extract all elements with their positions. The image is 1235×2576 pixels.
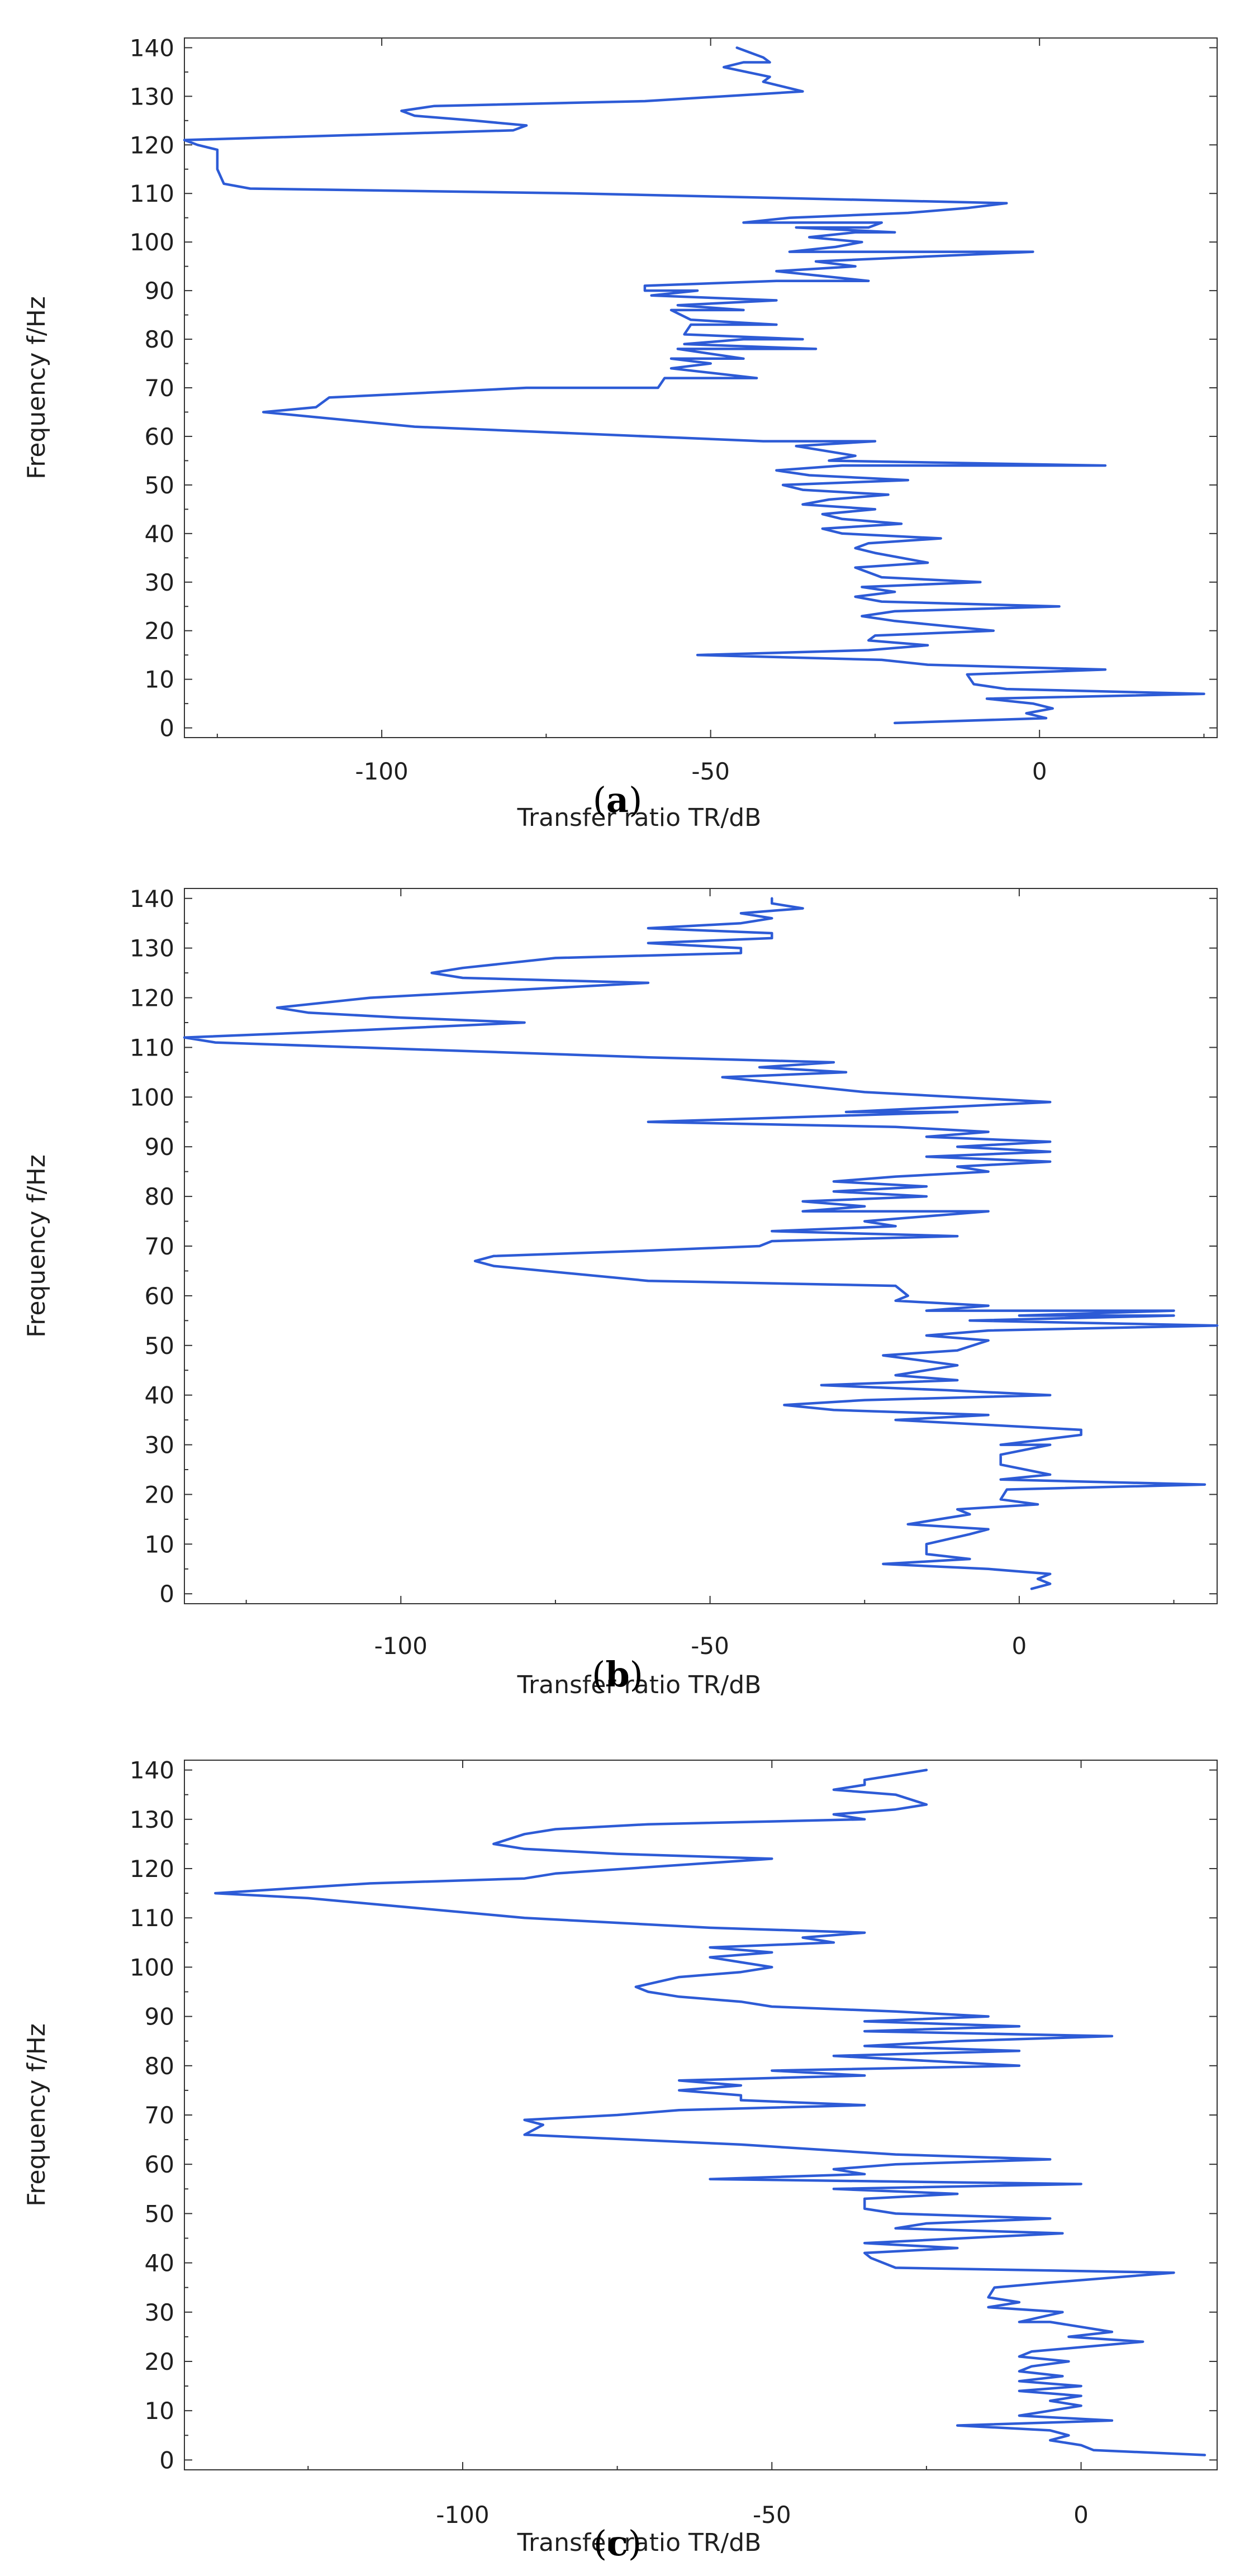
caption-a-close: ) xyxy=(629,780,643,820)
y-tick-label: 20 xyxy=(145,2348,174,2375)
y-tick-label: 90 xyxy=(145,2003,174,2031)
y-tick-label: 10 xyxy=(145,666,174,693)
chart-svg-b: 0 10 20 30 40 50 60 70 80 90 100 110 120 130 140 -100 -5… xyxy=(22,885,1219,1699)
y-tick-label: 140 xyxy=(130,1757,174,1784)
y-tick-label: 40 xyxy=(145,2250,174,2277)
x-tick-label: 0 xyxy=(1012,1632,1027,1660)
x-tick-label: 0 xyxy=(1074,2501,1089,2529)
y-tick-label: 0 xyxy=(159,715,174,742)
x-tick-label: -100 xyxy=(355,758,408,785)
y-tick-label: 50 xyxy=(145,472,174,499)
y-tick-label: 110 xyxy=(130,1904,174,1932)
y-tick-label: 0 xyxy=(159,1580,174,1608)
y-axis-title: Frequency f/Hz xyxy=(22,2023,51,2207)
y-tick-label: 100 xyxy=(130,1954,174,1981)
y-tick-label: 80 xyxy=(145,2052,174,2080)
y-tick-label: 10 xyxy=(145,1531,174,1558)
chart-panel-b: 0 10 20 30 40 50 60 70 80 90 100 110 120 130 140 -100 -5… xyxy=(0,849,1235,1710)
y-tick-label: 20 xyxy=(145,1481,174,1508)
x-tick-label: -100 xyxy=(436,2501,489,2529)
y-tick-label: 120 xyxy=(130,985,174,1012)
chart-panel-c: 0 10 20 30 40 50 60 70 80 90 100 110 120 130 140 -100 -5… xyxy=(0,1710,1235,2576)
x-tick-label: -50 xyxy=(691,758,730,785)
y-tick-label: 120 xyxy=(130,1855,174,1883)
y-tick-label: 100 xyxy=(130,229,174,256)
y-tick-label: 80 xyxy=(145,1183,174,1210)
y-tick-label: 130 xyxy=(130,83,174,110)
plot-frame xyxy=(184,888,1218,1604)
y-tick-label: 30 xyxy=(145,2299,174,2326)
y-tick-label: 0 xyxy=(159,2446,174,2474)
y-tick-label: 110 xyxy=(130,1034,174,1061)
caption-b: (b) xyxy=(0,1654,1235,1695)
plot-frame xyxy=(184,37,1218,738)
y-tick-label: 60 xyxy=(145,2151,174,2178)
x-axis-title: Transfer ratio TR/dB xyxy=(517,1671,762,1699)
x-tick-label: 0 xyxy=(1032,758,1047,785)
y-tick-label: 70 xyxy=(145,374,174,402)
y-tick-label: 70 xyxy=(145,2102,174,2129)
y-tick-label: 50 xyxy=(145,1332,174,1360)
y-tick-label: 30 xyxy=(145,1432,174,1459)
caption-b-open: ( xyxy=(592,1654,606,1695)
y-tick-label: 60 xyxy=(145,1282,174,1310)
y-tick-label: 90 xyxy=(145,1133,174,1161)
y-tick-label: 40 xyxy=(145,520,174,548)
y-tick-label: 70 xyxy=(145,1233,174,1260)
y-tick-label: 120 xyxy=(130,131,174,159)
caption-b-letter: b xyxy=(605,1654,630,1695)
y-tick-label: 90 xyxy=(145,277,174,305)
caption-c-close: ) xyxy=(628,2523,642,2564)
x-axis-title: Transfer ratio TR/dB xyxy=(517,804,762,832)
caption-c-open: ( xyxy=(593,2523,607,2564)
y-tick-label: 140 xyxy=(130,34,174,61)
y-tick-label: 10 xyxy=(145,2397,174,2425)
y-tick-label: 80 xyxy=(145,326,174,353)
x-axis-title: Transfer ratio TR/dB xyxy=(517,2529,762,2557)
chart-svg-a: 0 10 20 30 40 50 60 70 80 90 100 110 120 130 140 -100 -5… xyxy=(22,34,1218,832)
x-tick-label: -100 xyxy=(374,1632,428,1660)
caption-b-close: ) xyxy=(629,1654,643,1695)
y-tick-label: 130 xyxy=(130,1806,174,1833)
x-tick-label: -50 xyxy=(691,1632,729,1660)
caption-a-letter: a xyxy=(606,780,629,820)
y-axis-title: Frequency f/Hz xyxy=(22,1154,51,1338)
y-axis-title: Frequency f/Hz xyxy=(22,296,51,479)
series-line xyxy=(183,897,1219,1590)
y-tick-label: 130 xyxy=(130,935,174,962)
series-line xyxy=(183,46,1205,725)
chart-svg-c: 0 10 20 30 40 50 60 70 80 90 100 110 120 130 140 -100 -5… xyxy=(22,1757,1218,2557)
caption-c: (c) xyxy=(0,2523,1235,2564)
y-tick-label: 110 xyxy=(130,180,174,207)
y-tick-label: 20 xyxy=(145,617,174,645)
y-tick-label: 140 xyxy=(130,885,174,912)
y-tick-label: 60 xyxy=(145,423,174,450)
caption-a: (a) xyxy=(0,780,1235,820)
series-line xyxy=(214,1769,1206,2456)
caption-a-open: ( xyxy=(592,780,606,820)
caption-c-letter: c xyxy=(607,2523,628,2564)
y-tick-label: 40 xyxy=(145,1382,174,1409)
y-tick-label: 100 xyxy=(130,1083,174,1111)
chart-panel-a: 0 10 20 30 40 50 60 70 80 90 100 110 120 130 140 -100 -5… xyxy=(0,0,1235,849)
y-tick-label: 50 xyxy=(145,2200,174,2227)
y-tick-label: 30 xyxy=(145,569,174,596)
x-tick-label: -50 xyxy=(753,2501,791,2529)
